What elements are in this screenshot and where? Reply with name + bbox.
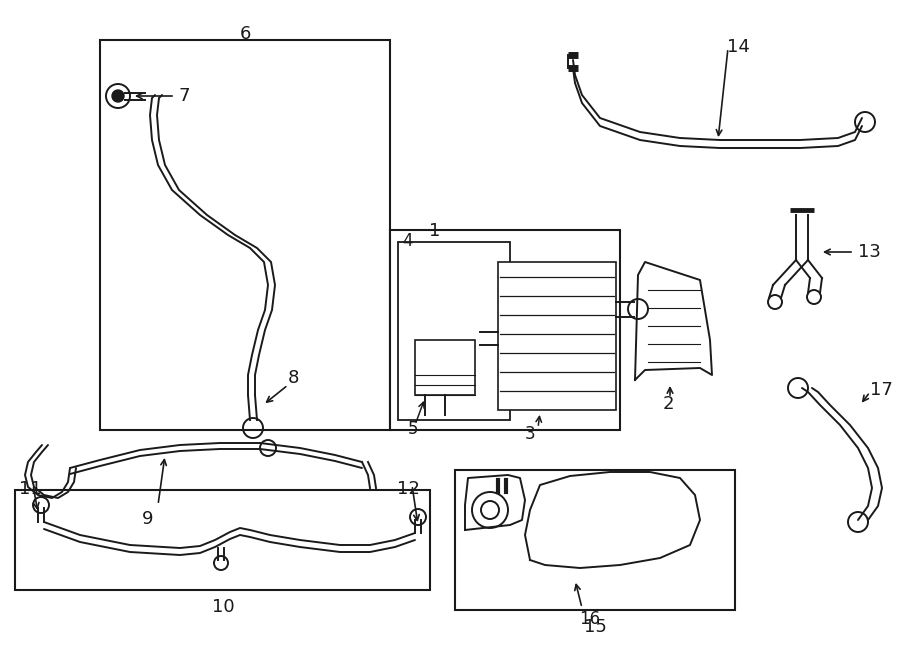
Text: 7: 7 — [178, 87, 190, 105]
Bar — [100, 40, 390, 430]
Text: 9: 9 — [142, 510, 154, 528]
Circle shape — [112, 90, 124, 102]
Bar — [498, 262, 616, 410]
Bar — [15, 490, 430, 590]
Text: 13: 13 — [858, 243, 881, 261]
Text: 17: 17 — [870, 381, 893, 399]
Text: 5: 5 — [408, 420, 418, 438]
Text: 4: 4 — [402, 232, 412, 250]
Text: 15: 15 — [583, 618, 607, 636]
Bar — [390, 230, 620, 430]
Bar — [455, 470, 735, 610]
Text: 16: 16 — [580, 610, 600, 628]
Text: 1: 1 — [429, 222, 441, 240]
Bar — [415, 340, 475, 395]
Text: 11: 11 — [19, 480, 41, 498]
Text: 6: 6 — [239, 25, 251, 43]
Text: 2: 2 — [662, 395, 674, 413]
Text: 3: 3 — [525, 425, 535, 443]
Bar — [398, 242, 510, 420]
Text: 8: 8 — [288, 369, 300, 387]
Text: 12: 12 — [397, 480, 419, 498]
Text: 10: 10 — [212, 598, 234, 616]
Text: 14: 14 — [726, 38, 750, 56]
